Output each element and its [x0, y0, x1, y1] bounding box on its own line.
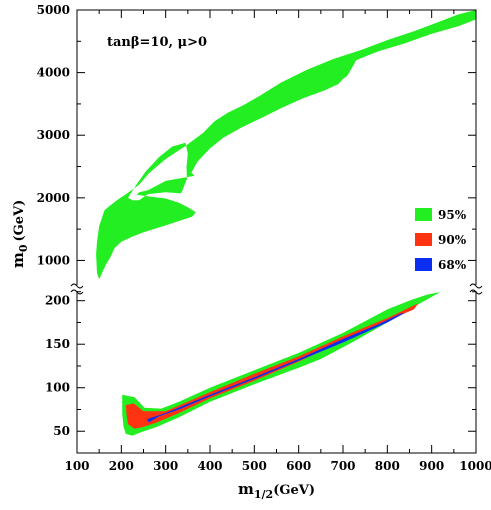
x-tick-label: 900: [419, 459, 444, 473]
x-tick-label: 200: [109, 459, 134, 473]
y-tick-label-lower: 50: [53, 424, 70, 438]
x-axis-label-unit: (GeV): [273, 483, 315, 498]
axis-break-wave: [469, 289, 483, 295]
y-axis-label-unit: (GeV): [12, 200, 27, 242]
y-tick-label-upper: 5000: [37, 3, 70, 17]
axis-break-gap: [471, 285, 481, 291]
y-axis-label-main: m: [9, 252, 27, 268]
region-68pct-lower: [147, 312, 406, 423]
legend-label: 90%: [438, 233, 467, 247]
x-axis-label: m1/2(GeV): [238, 480, 315, 501]
x-tick-label: 700: [330, 459, 355, 473]
region-90pct-lower: [125, 303, 419, 429]
y-tick-label-lower: 100: [45, 381, 70, 395]
axis-break-wave: [70, 283, 84, 289]
legend: 95% 90% 68%: [415, 208, 467, 272]
y-axis-label: m0 (GeV): [9, 200, 30, 268]
axis-break-wave: [70, 289, 84, 295]
y-tick-label-upper: 3000: [37, 128, 70, 142]
legend-swatch: [415, 233, 432, 246]
x-tick-label: 600: [286, 459, 311, 473]
x-tick-label: 500: [242, 459, 267, 473]
axis-break-gap: [72, 285, 82, 291]
y-tick-label-lower: 150: [45, 337, 70, 351]
x-tick-label: 100: [64, 459, 89, 473]
axis-break-wave: [469, 283, 483, 289]
legend-swatch: [415, 258, 432, 271]
y-tick-label-upper: 4000: [37, 66, 70, 80]
x-tick-label: 300: [153, 459, 178, 473]
axis-ticks: 100 200 300 400 500 600 700 800 900 1000 1000 2000 3…: [37, 3, 491, 473]
x-tick-label: 400: [197, 459, 222, 473]
y-tick-label-lower: 200: [45, 294, 70, 308]
legend-label: 68%: [438, 258, 467, 272]
x-axis-label-sub: 1/2: [254, 488, 273, 501]
legend-swatch: [415, 208, 432, 221]
region-95pct-upper: [96, 10, 476, 280]
y-tick-label-upper: 1000: [37, 253, 70, 267]
legend-label: 95%: [438, 208, 467, 222]
y-tick-label-upper: 2000: [37, 191, 70, 205]
x-tick-label: 1000: [459, 459, 491, 473]
parameter-annotation: tanβ=10, μ>0: [107, 35, 207, 50]
y-axis-label-sub: 0: [17, 244, 30, 252]
x-axis-label-main: m: [238, 480, 254, 498]
contour-regions: [96, 10, 476, 436]
axis-break-mark: [70, 283, 483, 295]
x-tick-label: 800: [375, 459, 400, 473]
